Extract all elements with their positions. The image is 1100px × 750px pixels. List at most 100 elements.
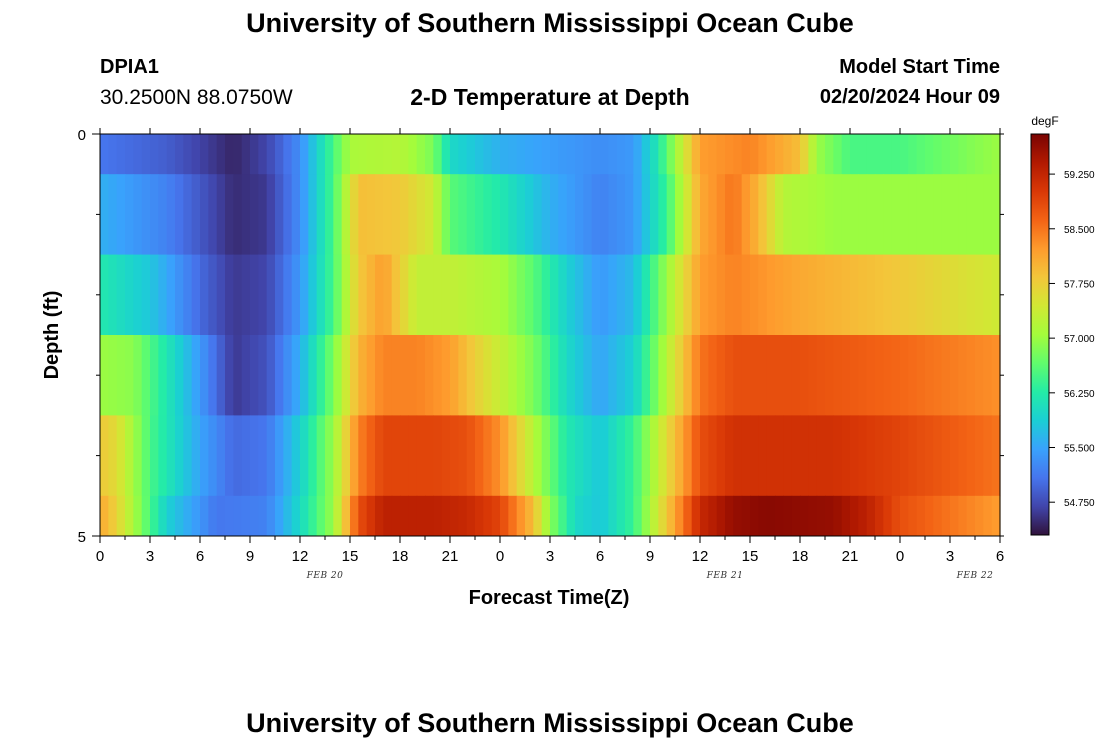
heat-cell xyxy=(900,134,909,175)
heat-cell xyxy=(325,335,334,416)
heat-cell xyxy=(666,335,676,416)
heat-cell xyxy=(116,254,126,336)
heat-cell xyxy=(108,335,118,416)
heat-cell xyxy=(516,174,526,255)
heat-cell xyxy=(150,174,159,255)
heat-cell xyxy=(400,174,409,255)
heat-cell xyxy=(375,134,384,175)
heat-cell xyxy=(716,335,726,416)
heat-cell xyxy=(608,254,618,336)
heat-cell xyxy=(775,415,784,497)
heat-cell xyxy=(883,254,893,336)
heat-cell xyxy=(650,254,659,336)
heat-cell xyxy=(133,134,143,175)
heat-cell xyxy=(883,335,893,416)
heat-cell xyxy=(608,174,618,255)
heat-cell xyxy=(966,134,976,175)
heat-cell xyxy=(816,254,826,336)
heat-cell xyxy=(316,134,326,175)
heat-cell xyxy=(991,495,1001,537)
heat-cell xyxy=(533,335,543,416)
x-tick-label: 12 xyxy=(292,548,309,565)
heat-cell xyxy=(458,134,468,175)
x-tick-label: 18 xyxy=(792,548,809,565)
heat-cell xyxy=(883,134,893,175)
heat-cell xyxy=(166,134,176,175)
heat-cell xyxy=(966,254,976,336)
heat-cell xyxy=(750,495,759,537)
heat-cell xyxy=(350,174,359,255)
heat-cell xyxy=(508,495,518,537)
x-tick-label: 15 xyxy=(742,548,759,565)
heat-cell xyxy=(441,335,451,416)
heat-cell xyxy=(125,495,134,537)
heat-cell xyxy=(891,415,901,497)
heat-cell xyxy=(483,335,493,416)
heat-cell xyxy=(208,134,218,175)
heat-cell xyxy=(341,254,351,336)
heat-cell xyxy=(166,254,176,336)
heat-cell xyxy=(916,335,926,416)
heat-cell xyxy=(941,254,951,336)
heat-cell xyxy=(458,254,468,336)
x-tick-label: 6 xyxy=(996,548,1004,565)
heat-cell xyxy=(275,174,284,255)
heat-cell xyxy=(391,495,401,537)
heat-cell xyxy=(433,134,443,175)
heat-cell xyxy=(241,254,251,336)
heat-cell xyxy=(533,495,543,537)
model-start-label: Model Start Time xyxy=(839,56,1000,78)
heat-cell xyxy=(583,495,593,537)
heat-cell xyxy=(441,415,451,497)
heat-cell xyxy=(550,415,559,497)
heat-cell xyxy=(658,495,668,537)
heat-cell xyxy=(308,174,318,255)
heat-cell xyxy=(508,415,518,497)
heat-cell xyxy=(133,335,143,416)
heat-cell xyxy=(391,335,401,416)
heat-cell xyxy=(325,134,334,175)
colorbar-tick-label: 58.500 xyxy=(1064,225,1095,236)
heat-cell xyxy=(933,495,943,537)
heat-cell xyxy=(933,254,943,336)
heat-cell xyxy=(558,254,568,336)
heat-cell xyxy=(825,174,834,255)
heat-cell xyxy=(833,174,843,255)
heat-cell xyxy=(266,335,276,416)
heat-cell xyxy=(366,174,376,255)
heat-cell xyxy=(633,415,643,497)
heat-cell xyxy=(141,254,151,336)
heat-cell xyxy=(566,254,576,336)
heat-cell xyxy=(666,254,676,336)
heat-cell xyxy=(841,174,851,255)
heat-cell xyxy=(583,174,593,255)
heat-cell xyxy=(158,134,168,175)
colorbar-unit: degF xyxy=(1031,114,1058,128)
heat-cell xyxy=(783,174,793,255)
heat-cell xyxy=(141,134,151,175)
heat-cell xyxy=(125,415,134,497)
heat-cell xyxy=(300,134,309,175)
heat-cell xyxy=(975,254,984,336)
heat-cell xyxy=(400,254,409,336)
heat-cell xyxy=(450,254,459,336)
heat-cell xyxy=(875,335,884,416)
x-tick-label: 0 xyxy=(896,548,904,565)
heat-cell xyxy=(366,134,376,175)
heat-cell xyxy=(158,415,168,497)
heat-cell xyxy=(816,335,826,416)
heat-cell xyxy=(658,174,668,255)
heat-cell xyxy=(858,495,868,537)
heat-cell xyxy=(441,174,451,255)
heat-cell xyxy=(325,254,334,336)
heat-cell xyxy=(625,495,634,537)
heat-cell xyxy=(891,174,901,255)
heat-cell xyxy=(100,254,109,336)
heat-cell xyxy=(916,495,926,537)
heat-cell xyxy=(425,415,434,497)
heat-cell xyxy=(766,254,776,336)
colorbar-tick-label: 57.750 xyxy=(1064,279,1095,290)
heat-cell xyxy=(383,134,393,175)
heat-cell xyxy=(825,415,834,497)
heat-cell xyxy=(208,415,218,497)
